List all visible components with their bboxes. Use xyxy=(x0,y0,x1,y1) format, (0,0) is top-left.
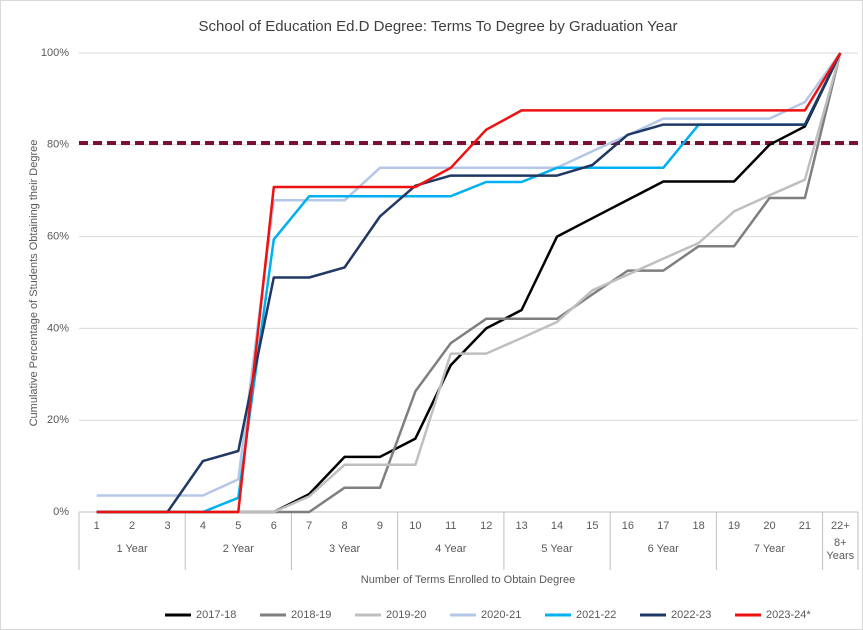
legend-label: 2017-18 xyxy=(196,609,236,621)
y-tick-label: 60% xyxy=(47,231,69,243)
series-line xyxy=(96,52,842,497)
legend-label: 2023-24* xyxy=(766,609,811,621)
x-tick-label: 21 xyxy=(799,520,811,532)
x-tick-label: 18 xyxy=(693,520,705,532)
legend-label: 2022-23 xyxy=(671,609,711,621)
x-tick-label: 12 xyxy=(480,520,492,532)
y-tick-label: 40% xyxy=(47,322,69,334)
x-tick-label: 20 xyxy=(763,520,775,532)
group-label: 3 Year xyxy=(329,543,361,555)
x-tick-label: 9 xyxy=(377,520,383,532)
group-label: 4 Year xyxy=(435,543,467,555)
x-tick-label: 5 xyxy=(235,520,241,532)
x-tick-label: 10 xyxy=(409,520,421,532)
x-tick-label: 7 xyxy=(306,520,312,532)
group-label: 2 Year xyxy=(223,543,255,555)
x-tick-label: 13 xyxy=(515,520,527,532)
group-label: 1 Year xyxy=(117,543,149,555)
x-tick-label: 2 xyxy=(129,520,135,532)
x-tick-label: 22+ xyxy=(831,520,850,532)
legend-label: 2018-19 xyxy=(291,609,331,621)
x-tick-label: 3 xyxy=(164,520,170,532)
legend-label: 2019-20 xyxy=(386,609,426,621)
series-line xyxy=(96,52,842,514)
y-tick-label: 20% xyxy=(47,414,69,426)
x-tick-label: 15 xyxy=(586,520,598,532)
group-label: 6 Year xyxy=(648,543,680,555)
y-tick-label: 80% xyxy=(47,139,69,151)
x-tick-label: 16 xyxy=(622,520,634,532)
legend-label: 2020-21 xyxy=(481,609,521,621)
series-line xyxy=(96,52,842,514)
legend-label: 2021-22 xyxy=(576,609,616,621)
x-tick-label: 19 xyxy=(728,520,740,532)
y-tick-label: 0% xyxy=(53,506,69,518)
y-axis-title: Cumulative Percentage of Students Obtain… xyxy=(28,140,40,427)
x-tick-label: 14 xyxy=(551,520,563,532)
y-tick-label: 100% xyxy=(41,47,69,59)
x-tick-label: 6 xyxy=(271,520,277,532)
x-tick-label: 1 xyxy=(94,520,100,532)
chart-title: School of Education Ed.D Degree: Terms T… xyxy=(199,18,678,35)
x-tick-label: 8 xyxy=(342,520,348,532)
group-label: 7 Year xyxy=(754,543,786,555)
x-tick-label: 4 xyxy=(200,520,206,532)
x-axis-title: Number of Terms Enrolled to Obtain Degre… xyxy=(361,574,575,586)
group-label: 8+ Years xyxy=(826,537,854,562)
x-tick-label: 11 xyxy=(445,520,456,532)
x-tick-label: 17 xyxy=(657,520,669,532)
group-label: 5 Year xyxy=(541,543,573,555)
